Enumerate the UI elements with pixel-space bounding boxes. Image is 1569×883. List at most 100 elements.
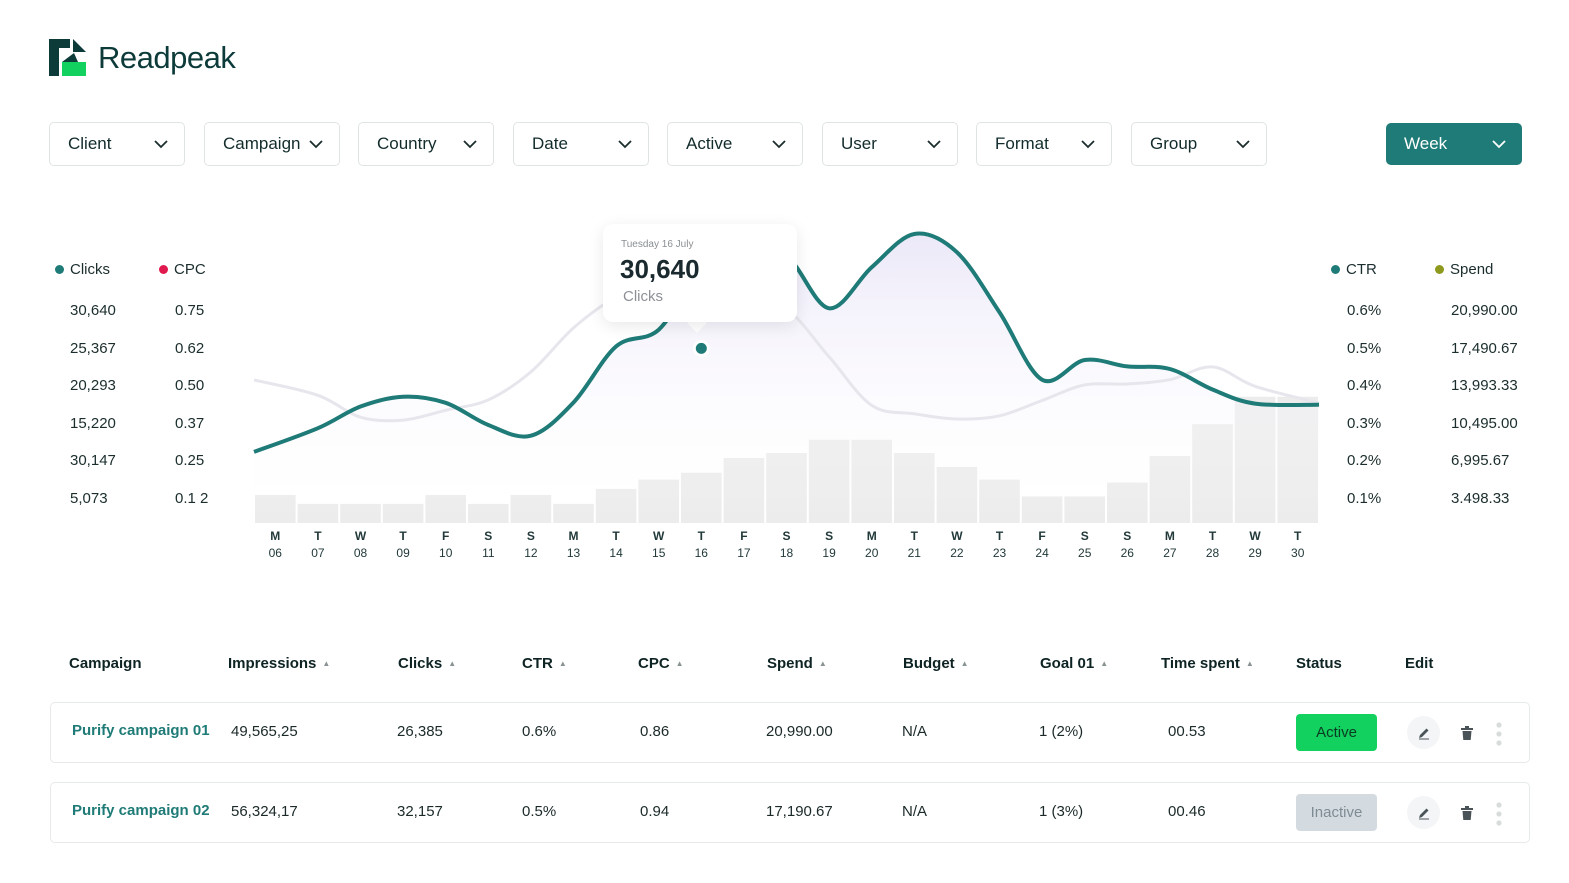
x-axis-day-number: 14 <box>609 546 623 560</box>
spend-axis-value: 17,490.67 <box>1451 339 1518 357</box>
legend-label: Clicks <box>70 261 110 278</box>
filter-label: Format <box>995 134 1049 153</box>
x-axis-day-letter: W <box>1249 529 1261 543</box>
header-label: Spend <box>767 655 813 672</box>
status-toggle-button[interactable]: Inactive <box>1296 794 1377 831</box>
campaign-name-link[interactable]: Purify campaign 02 <box>72 802 210 819</box>
filter-campaign-dropdown[interactable]: Campaign <box>204 122 340 166</box>
delete-button[interactable] <box>1458 803 1476 823</box>
cell-clicks: 26,385 <box>397 723 443 740</box>
header-label: Status <box>1296 655 1342 672</box>
more-options-icon[interactable] <box>1495 721 1503 747</box>
chevron-down-icon <box>1236 139 1250 148</box>
x-axis-day-number: 09 <box>396 546 410 560</box>
filter-user-dropdown[interactable]: User <box>822 122 958 166</box>
sort-icon: ▲ <box>322 659 331 668</box>
ctr-axis-value: 0.6% <box>1347 302 1382 319</box>
header-goal[interactable]: Goal 01 ▲ <box>1040 655 1108 672</box>
x-axis-day-letter: W <box>653 529 665 543</box>
chevron-down-icon <box>772 139 786 148</box>
filter-group-dropdown[interactable]: Group <box>1131 122 1267 166</box>
x-axis-day-letter: S <box>1123 529 1131 543</box>
x-axis-day-number: 18 <box>780 546 794 560</box>
hovered-data-point[interactable] <box>692 339 710 357</box>
x-axis-day-number: 12 <box>524 546 538 560</box>
chevron-down-icon <box>927 139 941 148</box>
chevron-down-icon <box>309 139 323 148</box>
x-axis-day-letter: S <box>484 529 492 543</box>
x-axis-day-letter: T <box>399 529 407 543</box>
x-axis-day-letter: M <box>867 529 877 543</box>
header-budget[interactable]: Budget ▲ <box>903 655 969 672</box>
legend-dot <box>55 265 64 274</box>
header-ctr[interactable]: CTR ▲ <box>522 655 567 672</box>
x-axis-day-number: 11 <box>482 546 495 560</box>
status-toggle-button[interactable]: Active <box>1296 714 1377 751</box>
period-label: Week <box>1404 134 1448 153</box>
x-axis-day-letter: F <box>740 529 747 543</box>
filter-active-dropdown[interactable]: Active <box>667 122 803 166</box>
legend-dot <box>159 265 168 274</box>
x-axis-day-letter: S <box>825 529 833 543</box>
header-time-spent[interactable]: Time spent ▲ <box>1161 655 1254 672</box>
cell-budget: N/A <box>902 723 928 740</box>
legend-cpc: CPC <box>159 261 206 278</box>
header-label: Goal 01 <box>1040 655 1095 672</box>
header-spend[interactable]: Spend ▲ <box>767 655 827 672</box>
cell-impressions: 56,324,17 <box>231 803 298 820</box>
header-cpc[interactable]: CPC ▲ <box>638 655 684 672</box>
x-axis-day-number: 30 <box>1291 546 1305 560</box>
cpc-axis-value: 0.75 <box>175 302 205 319</box>
x-axis-day-letter: M <box>270 529 280 543</box>
chart-tooltip: Tuesday 16 July 30,640 Clicks <box>603 224 797 322</box>
x-axis-day-letter: M <box>569 529 579 543</box>
table-row: Purify campaign 02 56,324,17 32,157 0.5%… <box>50 782 1530 843</box>
edit-button[interactable] <box>1407 716 1440 749</box>
header-label: Time spent <box>1161 655 1240 672</box>
clicks-area-fill <box>254 233 1319 523</box>
x-axis-day-letter: F <box>442 529 449 543</box>
header-clicks[interactable]: Clicks ▲ <box>398 655 456 672</box>
x-axis-day-letter: M <box>1165 529 1175 543</box>
cell-clicks: 32,157 <box>397 803 443 820</box>
cell-budget: N/A <box>902 803 928 820</box>
x-axis-day-letter: T <box>698 529 706 543</box>
x-axis-day-number: 08 <box>354 546 368 560</box>
filter-format-dropdown[interactable]: Format <box>976 122 1112 166</box>
x-axis-day-number: 17 <box>737 546 751 560</box>
legend-spend: Spend <box>1435 261 1493 278</box>
filter-label: Campaign <box>223 134 301 153</box>
x-axis-day-number: 20 <box>865 546 879 560</box>
header-label: Budget <box>903 655 955 672</box>
delete-button[interactable] <box>1458 723 1476 743</box>
x-axis-day-letter: W <box>355 529 367 543</box>
cpc-axis-value: 0.25 <box>175 452 205 469</box>
sort-icon: ▲ <box>1245 659 1254 668</box>
filter-date-dropdown[interactable]: Date <box>513 122 649 166</box>
x-axis-day-number: 15 <box>652 546 666 560</box>
x-axis-day-number: 28 <box>1206 546 1220 560</box>
edit-button[interactable] <box>1407 796 1440 829</box>
spend-axis-value: 20,990.00 <box>1451 302 1518 319</box>
legend-ctr: CTR <box>1331 261 1377 278</box>
legend-label: CPC <box>174 261 206 278</box>
header-label: CPC <box>638 655 670 672</box>
filter-label: Date <box>532 134 568 153</box>
more-options-icon[interactable] <box>1495 801 1503 827</box>
tooltip-label: Clicks <box>623 288 663 305</box>
table-row: Purify campaign 01 49,565,25 26,385 0.6%… <box>50 702 1530 763</box>
legend-dot <box>1331 265 1340 274</box>
brand-name: Readpeak <box>98 40 236 75</box>
header-impressions[interactable]: Impressions ▲ <box>228 655 330 672</box>
x-axis-day-letter: T <box>612 529 620 543</box>
x-axis-day-letter: F <box>1038 529 1045 543</box>
spend-axis-value: 13,993.33 <box>1451 377 1518 394</box>
header-campaign[interactable]: Campaign <box>69 655 142 672</box>
filter-country-dropdown[interactable]: Country <box>358 122 494 166</box>
campaign-name-link[interactable]: Purify campaign 01 <box>72 722 210 739</box>
spend-axis-value: 3.498.33 <box>1451 489 1510 507</box>
cell-ctr: 0.5% <box>522 803 557 820</box>
filter-client-dropdown[interactable]: Client <box>49 122 185 166</box>
chevron-down-icon <box>463 139 477 148</box>
period-dropdown[interactable]: Week <box>1386 123 1522 165</box>
